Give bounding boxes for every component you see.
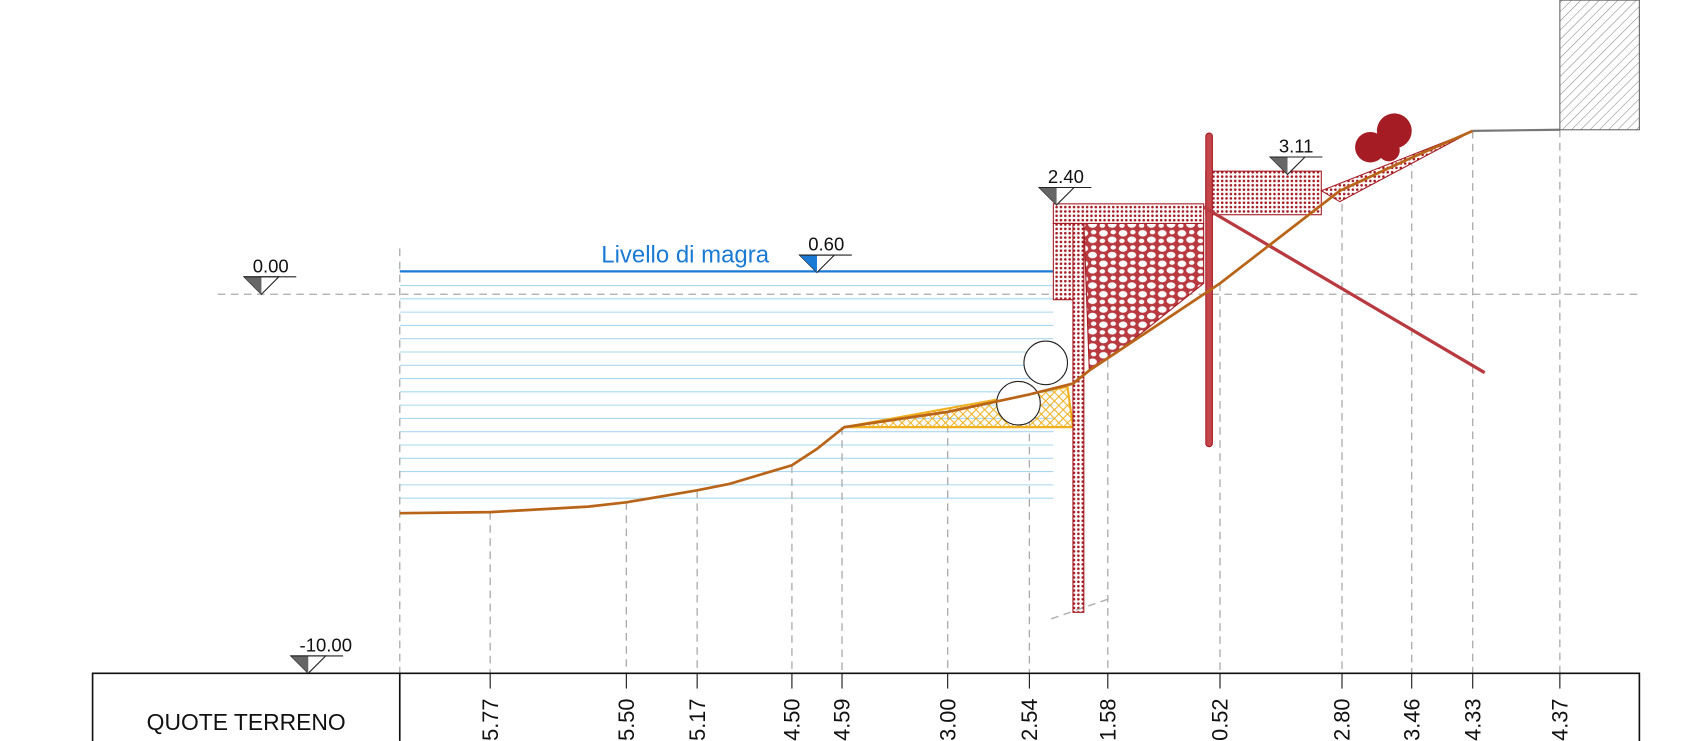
ground-level: 4.50	[780, 698, 805, 740]
boulder	[1024, 341, 1068, 385]
tree	[1355, 113, 1412, 162]
stations	[400, 130, 1560, 674]
ground-level: 3.46	[1399, 698, 1424, 740]
ground-level: 4.37	[1547, 698, 1572, 740]
level-value: -10.00	[300, 635, 352, 656]
ground-level: 2.80	[1330, 698, 1355, 740]
ground-level: 0.52	[1208, 698, 1233, 740]
level-value: 2.40	[1048, 166, 1084, 187]
water-label: Livello di magra	[601, 242, 769, 269]
road	[1473, 130, 1560, 131]
ground-level: 4.59	[830, 698, 855, 740]
ground-level: 3.00	[935, 698, 960, 740]
anchor	[1204, 207, 1485, 373]
ground-level: 2.54	[1017, 698, 1042, 740]
boulder	[997, 381, 1041, 425]
level-value: 0.60	[808, 234, 844, 255]
upper-slab	[1206, 171, 1321, 215]
section-drawing: Livello di magra QUOTE TERRENO 0.00 0.60 2…	[0, 0, 1708, 741]
wall-cap	[1053, 204, 1203, 224]
building	[1560, 0, 1640, 130]
level-value: 3.11	[1279, 136, 1314, 157]
ground-level: 4.33	[1460, 698, 1485, 740]
ground-level: 5.50	[614, 698, 639, 740]
ground-level: 5.77	[478, 698, 503, 740]
ground-level: 1.58	[1095, 698, 1120, 740]
level-value: 0.00	[253, 255, 289, 276]
sheet-pile	[1073, 223, 1084, 612]
gabion-fill	[1084, 223, 1204, 370]
water	[400, 286, 1054, 499]
ground-level: 5.17	[685, 698, 710, 740]
wall-cap	[1053, 223, 1073, 299]
row-label: QUOTE TERRENO	[147, 709, 346, 735]
page: {"water_label":"Livello di magra", "leve…	[0, 0, 1708, 741]
